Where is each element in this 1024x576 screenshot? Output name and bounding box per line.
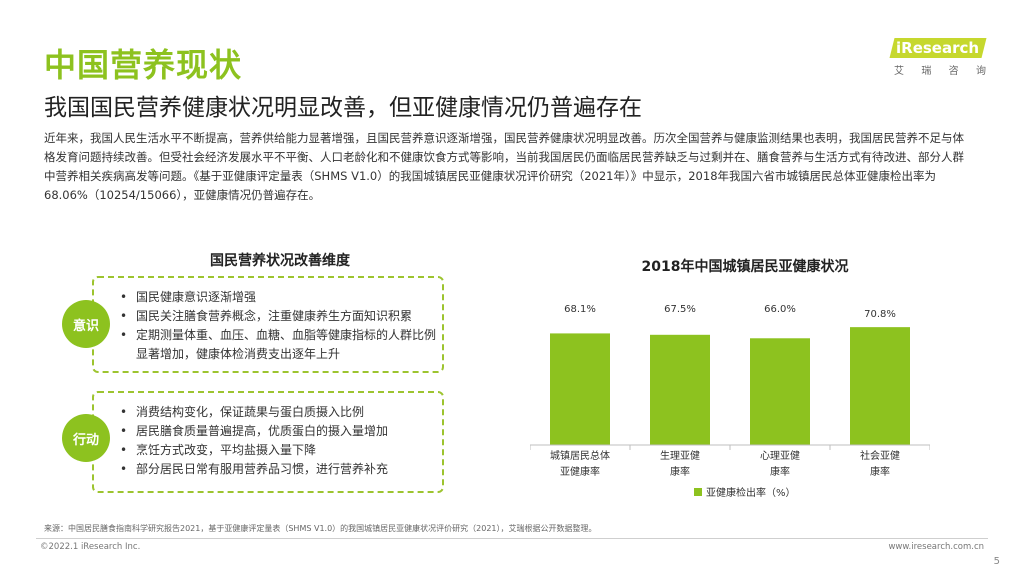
data-label: 67.5% xyxy=(664,304,696,315)
iresearch-logo: iResearch 艾 瑞 咨 询 xyxy=(889,34,990,90)
list-item: 国民健康意识逐渐增强 xyxy=(120,288,440,307)
list-item: 消费结构变化，保证蔬果与蛋白质摄入比例 xyxy=(120,403,440,422)
data-label: 66.0% xyxy=(764,304,796,315)
intro-paragraph: 近年来，我国人民生活水平不断提高，营养供给能力显著增强，且国民营养意识逐渐增强，… xyxy=(44,131,964,202)
logo-chinese-name: 艾 瑞 咨 询 xyxy=(894,62,986,77)
logo-char: 艾 xyxy=(894,66,904,77)
x-tick-label: 康率 xyxy=(770,465,790,478)
website-url: www.iresearch.com.cn xyxy=(888,542,984,552)
page-number: 5 xyxy=(993,556,1000,567)
logo-char: 咨 xyxy=(948,66,959,77)
logo-char: 瑞 xyxy=(921,66,932,77)
x-tick-label: 心理亚健 xyxy=(760,450,800,462)
x-tick-label: 生理亚健 xyxy=(660,449,700,462)
awareness-badge: 意识 xyxy=(62,300,110,348)
chart-bar xyxy=(650,334,710,445)
x-tick-label: 社会亚健 xyxy=(860,449,900,462)
list-item: 居民膳食质量普遍提高，优质蛋白的摄入量增加 xyxy=(120,422,440,441)
list-item: 部分居民日常有服用营养品习惯，进行营养补充 xyxy=(120,460,440,479)
copyright: ©2022.1 iResearch Inc. xyxy=(40,542,141,552)
x-tick-label: 康率 xyxy=(870,465,890,478)
chart-bar xyxy=(550,333,610,445)
list-item: 国民关注膳食营养概念，注重健康养生方面知识积累 xyxy=(120,307,440,326)
page-subtitle: 我国国民营养健康状况明显改善，但亚健康情况仍普遍存在 xyxy=(44,95,642,121)
list-item: 烹饪方式改变，平均盐摄入量下降 xyxy=(120,441,440,460)
chart-bar xyxy=(850,327,910,445)
page-title: 中国营养现状 xyxy=(44,46,243,84)
logo-char: 询 xyxy=(975,66,986,77)
footer-divider xyxy=(36,538,988,539)
chart-title: 2018年中国城镇居民亚健康状况 xyxy=(641,259,849,275)
left-panel-title: 国民营养状况改善维度 xyxy=(210,253,350,269)
list-item: 定期测量体重、血压、血糖、血脂等健康指标的人群比例显著增加，健康体检消费支出逐年… xyxy=(120,326,440,364)
legend-label: 亚健康检出率（%） xyxy=(706,486,796,499)
x-tick-label: 康率 xyxy=(670,465,690,478)
data-label: 68.1% xyxy=(564,304,596,315)
legend-swatch xyxy=(694,488,702,496)
source-note: 来源：中国居民膳食指南科学研究报告2021，基于亚健康评定量表（SHMS V1.… xyxy=(44,524,597,533)
awareness-list: 国民健康意识逐渐增强 国民关注膳食营养概念，注重健康养生方面知识积累 定期测量体… xyxy=(120,288,440,364)
action-list: 消费结构变化，保证蔬果与蛋白质摄入比例 居民膳食质量普遍提高，优质蛋白的摄入量增… xyxy=(120,403,440,479)
action-badge: 行动 xyxy=(62,414,110,462)
chart-bar xyxy=(750,338,810,445)
x-tick-label: 亚健康率 xyxy=(560,465,600,478)
data-label: 70.8% xyxy=(864,309,896,320)
x-tick-label: 城镇居民总体 xyxy=(550,449,610,462)
logo-text: iResearch xyxy=(896,39,980,57)
